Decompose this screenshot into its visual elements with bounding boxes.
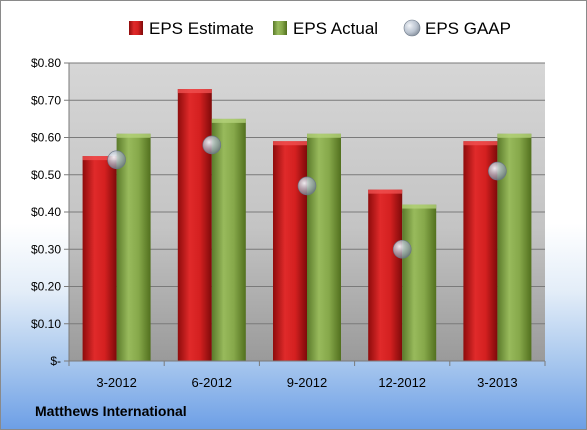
y-tick-label: $0.50 <box>31 168 61 182</box>
bar-eps-estimate <box>82 156 117 361</box>
bar-eps-actual-cap <box>402 204 437 209</box>
marker-eps-gaap <box>202 135 222 155</box>
legend-label: EPS Estimate <box>149 19 254 38</box>
legend-label: EPS Actual <box>293 19 378 38</box>
bar-eps-actual-cap <box>211 118 246 123</box>
legend-label: EPS GAAP <box>425 19 511 38</box>
legend: EPS Estimate EPS Actual EPS GAAP <box>129 19 511 38</box>
bars <box>82 89 532 361</box>
y-tick-label: $- <box>50 354 61 368</box>
legend-swatch <box>129 21 143 35</box>
y-axis: $- $0.10 $0.20 $0.30 $0.40 $0.50 $0.60 $0.70 $0.… <box>31 56 70 368</box>
marker-eps-gaap <box>107 150 126 170</box>
y-tick-label: $0.10 <box>31 317 61 331</box>
company-name: Matthews International <box>35 403 187 419</box>
gaap-markers <box>107 135 507 259</box>
bar-eps-estimate <box>177 89 212 361</box>
bar-eps-actual <box>211 118 246 361</box>
x-axis: 3-2012 6-2012 9-2012 12-2012 3-2013 <box>68 360 546 390</box>
bar-eps-estimate-cap <box>368 189 403 194</box>
bar-eps-actual <box>307 133 341 361</box>
bar-eps-estimate <box>273 141 307 361</box>
marker-eps-gaap <box>488 161 507 181</box>
y-tick-label: $0.80 <box>31 56 61 70</box>
y-tick-label: $0.70 <box>31 93 61 107</box>
y-tick-label: $0.60 <box>31 131 61 145</box>
bar-eps-estimate-cap <box>177 89 212 94</box>
y-tick-label: $0.20 <box>31 280 61 294</box>
x-tick-label: 9-2012 <box>287 375 327 390</box>
legend-swatch <box>273 21 287 35</box>
bar-eps-estimate-cap <box>463 141 498 146</box>
bar-eps-actual-cap <box>307 133 341 138</box>
bar-eps-estimate <box>368 189 403 361</box>
bar-eps-actual <box>402 204 437 361</box>
x-tick-label: 12-2012 <box>378 375 426 390</box>
y-tick-label: $0.40 <box>31 205 61 219</box>
y-tick-label: $0.30 <box>31 242 61 256</box>
bar-eps-actual <box>116 133 151 361</box>
x-tick-label: 6-2012 <box>192 375 232 390</box>
legend-swatch <box>403 19 421 37</box>
bar-eps-estimate-cap <box>82 156 117 161</box>
marker-eps-gaap <box>297 176 317 196</box>
x-tick-label: 3-2013 <box>477 375 517 390</box>
bar-eps-actual-cap <box>116 133 151 138</box>
x-tick-label: 3-2012 <box>96 375 136 390</box>
marker-eps-gaap <box>392 239 412 259</box>
bar-eps-actual-cap <box>497 133 532 138</box>
bar-eps-estimate-cap <box>273 141 307 146</box>
